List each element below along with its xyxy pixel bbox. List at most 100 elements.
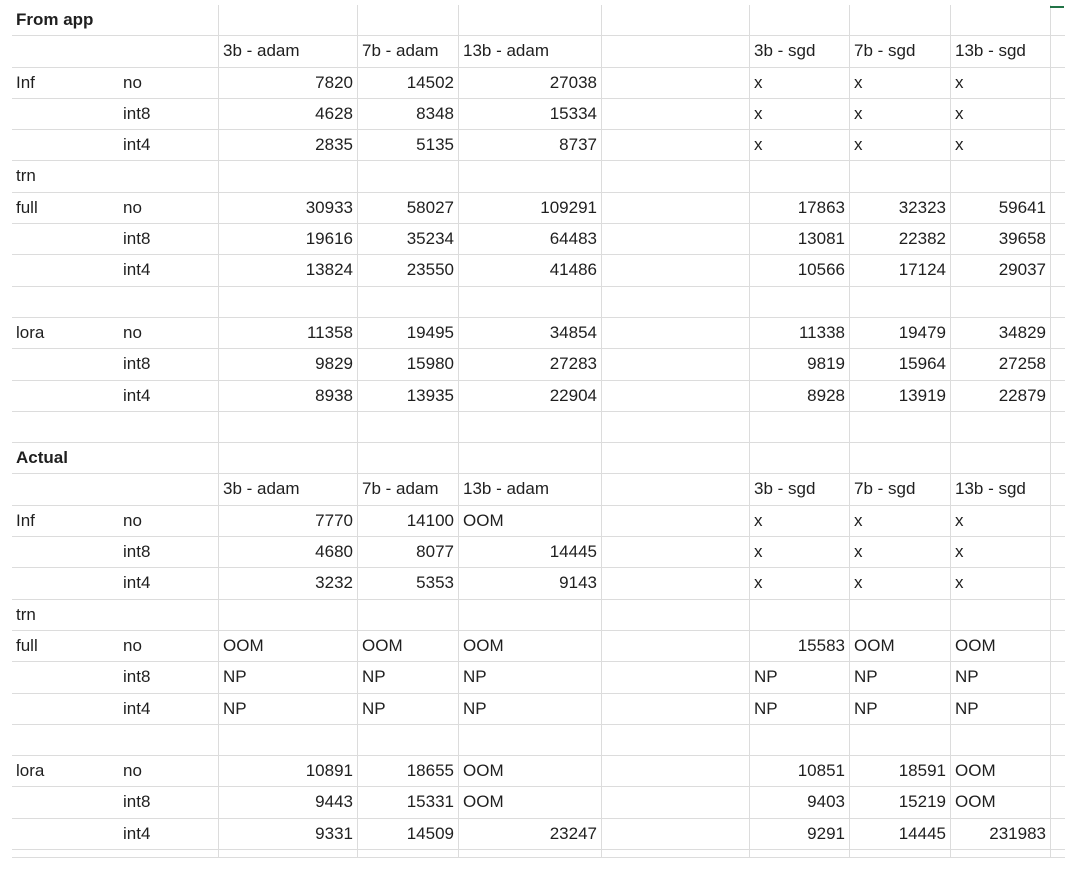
- cell[interactable]: [358, 286, 459, 317]
- cell[interactable]: NP: [750, 662, 850, 693]
- cell[interactable]: 34854: [459, 317, 602, 349]
- cell[interactable]: no: [119, 67, 219, 98]
- cell[interactable]: [1051, 318, 1065, 348]
- cell[interactable]: 4628: [219, 98, 358, 130]
- cell[interactable]: OOM: [358, 630, 459, 662]
- cell[interactable]: 32323: [850, 192, 951, 224]
- cell[interactable]: [1051, 474, 1065, 504]
- cell[interactable]: [850, 161, 951, 192]
- cell[interactable]: [602, 505, 750, 537]
- cell[interactable]: [358, 599, 459, 630]
- cell[interactable]: [1051, 537, 1065, 567]
- cell[interactable]: [119, 36, 219, 67]
- cell[interactable]: [1051, 130, 1065, 160]
- cell[interactable]: 13824: [219, 255, 358, 286]
- cell[interactable]: int8: [119, 224, 219, 255]
- cell[interactable]: OOM: [459, 756, 602, 787]
- cell[interactable]: x: [850, 130, 951, 161]
- cell[interactable]: [850, 599, 951, 630]
- cell[interactable]: no: [119, 630, 219, 662]
- cell[interactable]: [219, 5, 358, 36]
- cell[interactable]: 35234: [358, 224, 459, 255]
- cell[interactable]: 9403: [750, 787, 850, 818]
- cell[interactable]: 29037: [951, 255, 1051, 286]
- cell[interactable]: [1051, 662, 1065, 692]
- cell[interactable]: [1051, 725, 1065, 755]
- cell[interactable]: trn: [16, 166, 36, 186]
- cell[interactable]: x: [850, 537, 951, 568]
- cell[interactable]: [12, 412, 119, 442]
- cell[interactable]: [1051, 99, 1065, 129]
- cell[interactable]: lora: [16, 761, 45, 781]
- cell[interactable]: [1051, 193, 1065, 223]
- cell[interactable]: [119, 286, 219, 317]
- cell[interactable]: 8348: [358, 98, 459, 130]
- cell[interactable]: 231983: [951, 818, 1051, 850]
- cell[interactable]: 7770: [219, 505, 358, 537]
- cell[interactable]: [750, 161, 850, 192]
- cell[interactable]: [219, 599, 358, 630]
- cell[interactable]: [602, 724, 750, 756]
- cell[interactable]: [119, 161, 219, 192]
- cell[interactable]: [951, 443, 1051, 474]
- cell[interactable]: [12, 662, 119, 692]
- cell[interactable]: 15964: [850, 349, 951, 380]
- cell[interactable]: [459, 411, 602, 443]
- cell[interactable]: 17863: [750, 192, 850, 224]
- cell[interactable]: full: [16, 635, 38, 655]
- cell[interactable]: [219, 411, 358, 443]
- cell[interactable]: 15334: [459, 98, 602, 130]
- cell[interactable]: [12, 224, 119, 254]
- cell[interactable]: no: [119, 192, 219, 224]
- cell[interactable]: no: [119, 505, 219, 537]
- cell[interactable]: [750, 5, 850, 36]
- cell[interactable]: x: [951, 537, 1051, 568]
- cell[interactable]: x: [750, 130, 850, 161]
- cell[interactable]: int8: [119, 98, 219, 130]
- cell[interactable]: OOM: [459, 630, 602, 662]
- cell[interactable]: int4: [119, 818, 219, 850]
- cell[interactable]: 8938: [219, 380, 358, 411]
- cell[interactable]: [1051, 349, 1065, 379]
- cell[interactable]: [12, 349, 119, 379]
- cell[interactable]: [602, 98, 750, 130]
- cell[interactable]: 9819: [750, 349, 850, 380]
- cell[interactable]: NP: [951, 693, 1051, 724]
- cell[interactable]: [459, 443, 602, 474]
- cell[interactable]: 7b - sgd: [850, 36, 951, 67]
- cell[interactable]: 14445: [850, 818, 951, 850]
- cell[interactable]: x: [850, 67, 951, 98]
- cell[interactable]: 2835: [219, 130, 358, 161]
- cell[interactable]: 22382: [850, 224, 951, 255]
- cell[interactable]: int4: [119, 130, 219, 161]
- cell[interactable]: OOM: [951, 787, 1051, 818]
- cell[interactable]: [602, 380, 750, 411]
- cell[interactable]: 14445: [459, 537, 602, 568]
- cell[interactable]: 59641: [951, 192, 1051, 224]
- cell[interactable]: [850, 286, 951, 317]
- cell[interactable]: [1051, 287, 1065, 317]
- cell[interactable]: [459, 161, 602, 192]
- cell[interactable]: OOM: [951, 630, 1051, 662]
- cell[interactable]: [1051, 381, 1065, 411]
- cell[interactable]: [602, 662, 750, 693]
- cell[interactable]: 3b - sgd: [750, 36, 850, 67]
- cell[interactable]: [219, 161, 358, 192]
- cell[interactable]: OOM: [850, 630, 951, 662]
- cell[interactable]: [119, 724, 219, 756]
- cell[interactable]: [358, 411, 459, 443]
- cell[interactable]: [602, 537, 750, 568]
- cell[interactable]: x: [850, 568, 951, 599]
- cell[interactable]: int4: [119, 568, 219, 599]
- cell[interactable]: 41486: [459, 255, 602, 286]
- cell[interactable]: [358, 724, 459, 756]
- cell[interactable]: 19479: [850, 317, 951, 349]
- cell[interactable]: [1051, 412, 1065, 442]
- cell[interactable]: [602, 67, 750, 98]
- cell[interactable]: 7820: [219, 67, 358, 98]
- cell[interactable]: [1051, 568, 1065, 598]
- cell[interactable]: [1051, 631, 1065, 661]
- cell[interactable]: Inf: [16, 510, 35, 530]
- cell[interactable]: [119, 850, 219, 859]
- cell[interactable]: 13935: [358, 380, 459, 411]
